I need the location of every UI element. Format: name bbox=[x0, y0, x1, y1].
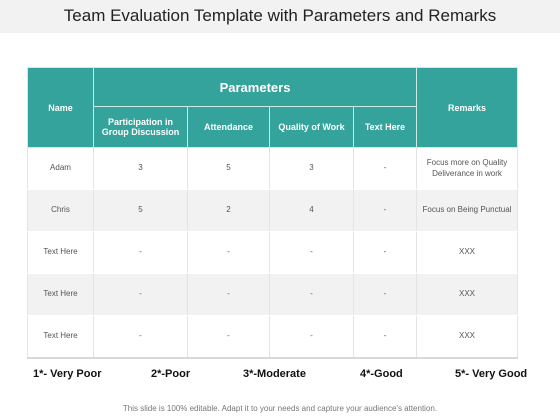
row-remark: XXX bbox=[416, 273, 519, 316]
legend-item: 2*-Poor bbox=[151, 368, 191, 380]
column-header: Participation in Group Discussion bbox=[93, 106, 188, 148]
table-row: Adam 3 5 3 - Focus more on Quality Deliv… bbox=[27, 147, 519, 190]
row-value: - bbox=[187, 315, 270, 359]
row-remark: XXX bbox=[416, 231, 519, 274]
legend-item: 4*-Good bbox=[360, 368, 403, 380]
row-value: - bbox=[187, 273, 270, 316]
title-bar bbox=[0, 0, 560, 33]
evaluation-table: Name Parameters Remarks Participation in… bbox=[27, 67, 519, 359]
row-value: - bbox=[93, 315, 188, 359]
row-name: Text Here bbox=[27, 315, 94, 359]
footer-note: This slide is 100% editable. Adapt it to… bbox=[122, 404, 438, 413]
row-value: - bbox=[93, 231, 188, 274]
legend-item: 1*- Very Poor bbox=[33, 368, 102, 380]
row-remark: Focus on Being Punctual bbox=[416, 189, 519, 232]
table-row: Text Here - - - - XXX bbox=[27, 315, 519, 359]
row-value: - bbox=[352, 189, 418, 232]
row-remark: XXX bbox=[416, 315, 519, 359]
table-row: Chris 5 2 4 - Focus on Being Punctual bbox=[27, 189, 519, 232]
row-value: - bbox=[352, 147, 418, 190]
page-title: Team Evaluation Template with Parameters… bbox=[63, 6, 497, 25]
row-value: - bbox=[269, 273, 354, 316]
table-row: Text Here - - - - XXX bbox=[27, 231, 519, 274]
name-header: Name bbox=[27, 67, 94, 148]
row-name: Text Here bbox=[27, 273, 94, 316]
column-header: Attendance bbox=[187, 106, 270, 148]
rating-legend: 1*- Very Poor 2*-Poor 3*-Moderate 4*-Goo… bbox=[27, 368, 537, 386]
row-value: 2 bbox=[187, 189, 270, 232]
column-header: Quality of Work bbox=[269, 106, 354, 148]
row-value: - bbox=[269, 231, 354, 274]
legend-item: 5*- Very Good bbox=[455, 368, 528, 380]
table-row: Text Here - - - - XXX bbox=[27, 273, 519, 316]
row-name: Chris bbox=[27, 189, 94, 232]
row-value: - bbox=[269, 315, 354, 359]
row-remark: Focus more on Quality Deliverance in wor… bbox=[416, 147, 519, 190]
row-value: 4 bbox=[269, 189, 354, 232]
row-value: - bbox=[352, 315, 418, 359]
row-value: 3 bbox=[93, 147, 188, 190]
row-value: 5 bbox=[187, 147, 270, 190]
row-name: Text Here bbox=[27, 231, 94, 274]
legend-item: 3*-Moderate bbox=[243, 368, 306, 380]
row-name: Adam bbox=[27, 147, 94, 190]
row-value: - bbox=[352, 231, 418, 274]
row-value: 5 bbox=[93, 189, 188, 232]
row-value: 3 bbox=[269, 147, 354, 190]
remarks-header: Remarks bbox=[416, 67, 519, 148]
column-header: Text Here bbox=[352, 106, 418, 148]
row-value: - bbox=[352, 273, 418, 316]
row-value: - bbox=[93, 273, 188, 316]
parameters-header: Parameters bbox=[92, 67, 418, 107]
row-value: - bbox=[187, 231, 270, 274]
